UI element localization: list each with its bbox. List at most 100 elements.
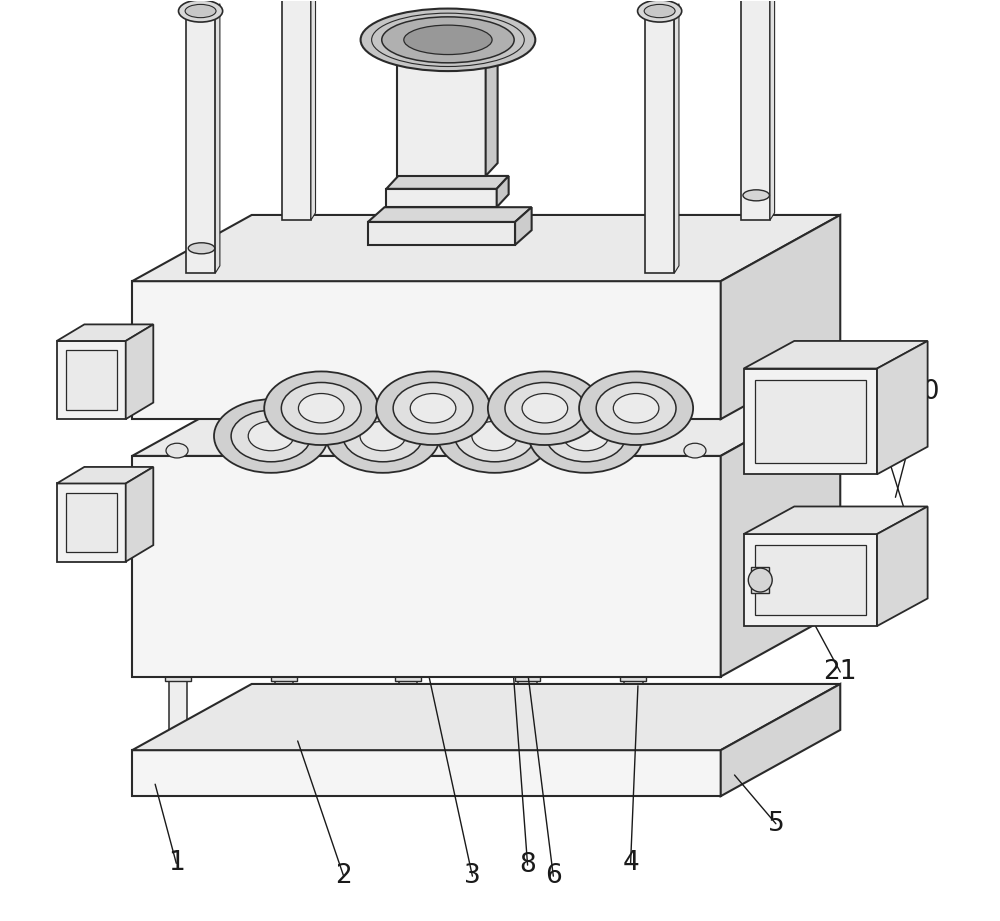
Ellipse shape <box>472 421 517 450</box>
Polygon shape <box>624 682 643 748</box>
Polygon shape <box>721 684 840 796</box>
Polygon shape <box>645 11 674 274</box>
Ellipse shape <box>522 393 568 423</box>
Ellipse shape <box>188 243 215 254</box>
Ellipse shape <box>264 371 378 445</box>
Polygon shape <box>515 670 540 682</box>
Ellipse shape <box>343 410 423 461</box>
Text: 4: 4 <box>622 850 639 876</box>
Ellipse shape <box>376 371 490 445</box>
Ellipse shape <box>298 393 344 423</box>
Text: 8: 8 <box>519 852 536 878</box>
Polygon shape <box>674 4 679 274</box>
Polygon shape <box>395 670 421 682</box>
Polygon shape <box>744 341 928 368</box>
Polygon shape <box>751 567 769 593</box>
Text: 5: 5 <box>768 810 784 837</box>
Polygon shape <box>57 467 153 484</box>
Polygon shape <box>126 467 153 562</box>
Ellipse shape <box>613 393 659 423</box>
Polygon shape <box>877 507 928 626</box>
Ellipse shape <box>596 382 676 434</box>
Polygon shape <box>753 474 780 534</box>
Polygon shape <box>215 4 220 274</box>
Polygon shape <box>620 670 646 682</box>
Ellipse shape <box>505 382 585 434</box>
Ellipse shape <box>410 393 456 423</box>
Text: 6: 6 <box>545 863 562 889</box>
Polygon shape <box>132 281 721 419</box>
Polygon shape <box>744 507 928 534</box>
Ellipse shape <box>248 421 294 450</box>
Ellipse shape <box>563 421 609 450</box>
Polygon shape <box>399 682 417 748</box>
Polygon shape <box>190 249 213 272</box>
Polygon shape <box>311 0 316 220</box>
Ellipse shape <box>393 382 473 434</box>
Polygon shape <box>741 0 770 220</box>
Polygon shape <box>368 207 532 222</box>
Ellipse shape <box>360 421 406 450</box>
Polygon shape <box>132 390 840 456</box>
Polygon shape <box>132 684 840 751</box>
Polygon shape <box>132 215 840 281</box>
Text: 2: 2 <box>335 863 352 889</box>
Ellipse shape <box>166 443 188 458</box>
Ellipse shape <box>743 190 769 201</box>
Polygon shape <box>518 682 537 748</box>
Polygon shape <box>744 534 877 626</box>
Polygon shape <box>721 390 840 677</box>
Text: 3: 3 <box>464 863 481 889</box>
Polygon shape <box>386 176 509 189</box>
Polygon shape <box>770 0 775 220</box>
Polygon shape <box>745 195 767 218</box>
Ellipse shape <box>382 17 514 63</box>
Polygon shape <box>169 682 187 748</box>
Ellipse shape <box>644 5 675 17</box>
Ellipse shape <box>638 0 682 22</box>
Ellipse shape <box>546 410 626 461</box>
Text: 1: 1 <box>168 850 185 876</box>
Ellipse shape <box>579 371 693 445</box>
Ellipse shape <box>748 568 772 592</box>
Ellipse shape <box>438 400 552 472</box>
Polygon shape <box>57 484 126 562</box>
Polygon shape <box>186 11 215 274</box>
Polygon shape <box>744 368 877 474</box>
Polygon shape <box>57 324 153 341</box>
Ellipse shape <box>326 400 440 472</box>
Text: 21: 21 <box>824 659 857 685</box>
Polygon shape <box>66 350 117 410</box>
Ellipse shape <box>488 371 602 445</box>
Polygon shape <box>515 207 532 245</box>
Ellipse shape <box>281 382 361 434</box>
Polygon shape <box>368 222 515 245</box>
Text: 10: 10 <box>906 379 940 404</box>
Polygon shape <box>57 341 126 419</box>
Ellipse shape <box>529 400 643 472</box>
Ellipse shape <box>231 410 311 461</box>
Ellipse shape <box>684 443 706 458</box>
Ellipse shape <box>404 25 492 54</box>
Polygon shape <box>497 176 509 207</box>
Polygon shape <box>282 0 311 220</box>
Ellipse shape <box>361 8 535 71</box>
Polygon shape <box>755 545 866 615</box>
Polygon shape <box>721 215 840 419</box>
Polygon shape <box>66 493 117 553</box>
Polygon shape <box>132 751 721 796</box>
Polygon shape <box>126 324 153 419</box>
Ellipse shape <box>185 5 216 17</box>
Polygon shape <box>386 189 497 207</box>
Polygon shape <box>877 341 928 474</box>
Polygon shape <box>132 456 721 677</box>
Polygon shape <box>755 379 866 463</box>
Ellipse shape <box>214 400 328 472</box>
Ellipse shape <box>179 0 223 22</box>
Ellipse shape <box>455 410 535 461</box>
Polygon shape <box>165 670 191 682</box>
Polygon shape <box>397 43 498 56</box>
Text: 7: 7 <box>901 512 918 538</box>
Polygon shape <box>486 43 498 176</box>
Polygon shape <box>271 670 297 682</box>
